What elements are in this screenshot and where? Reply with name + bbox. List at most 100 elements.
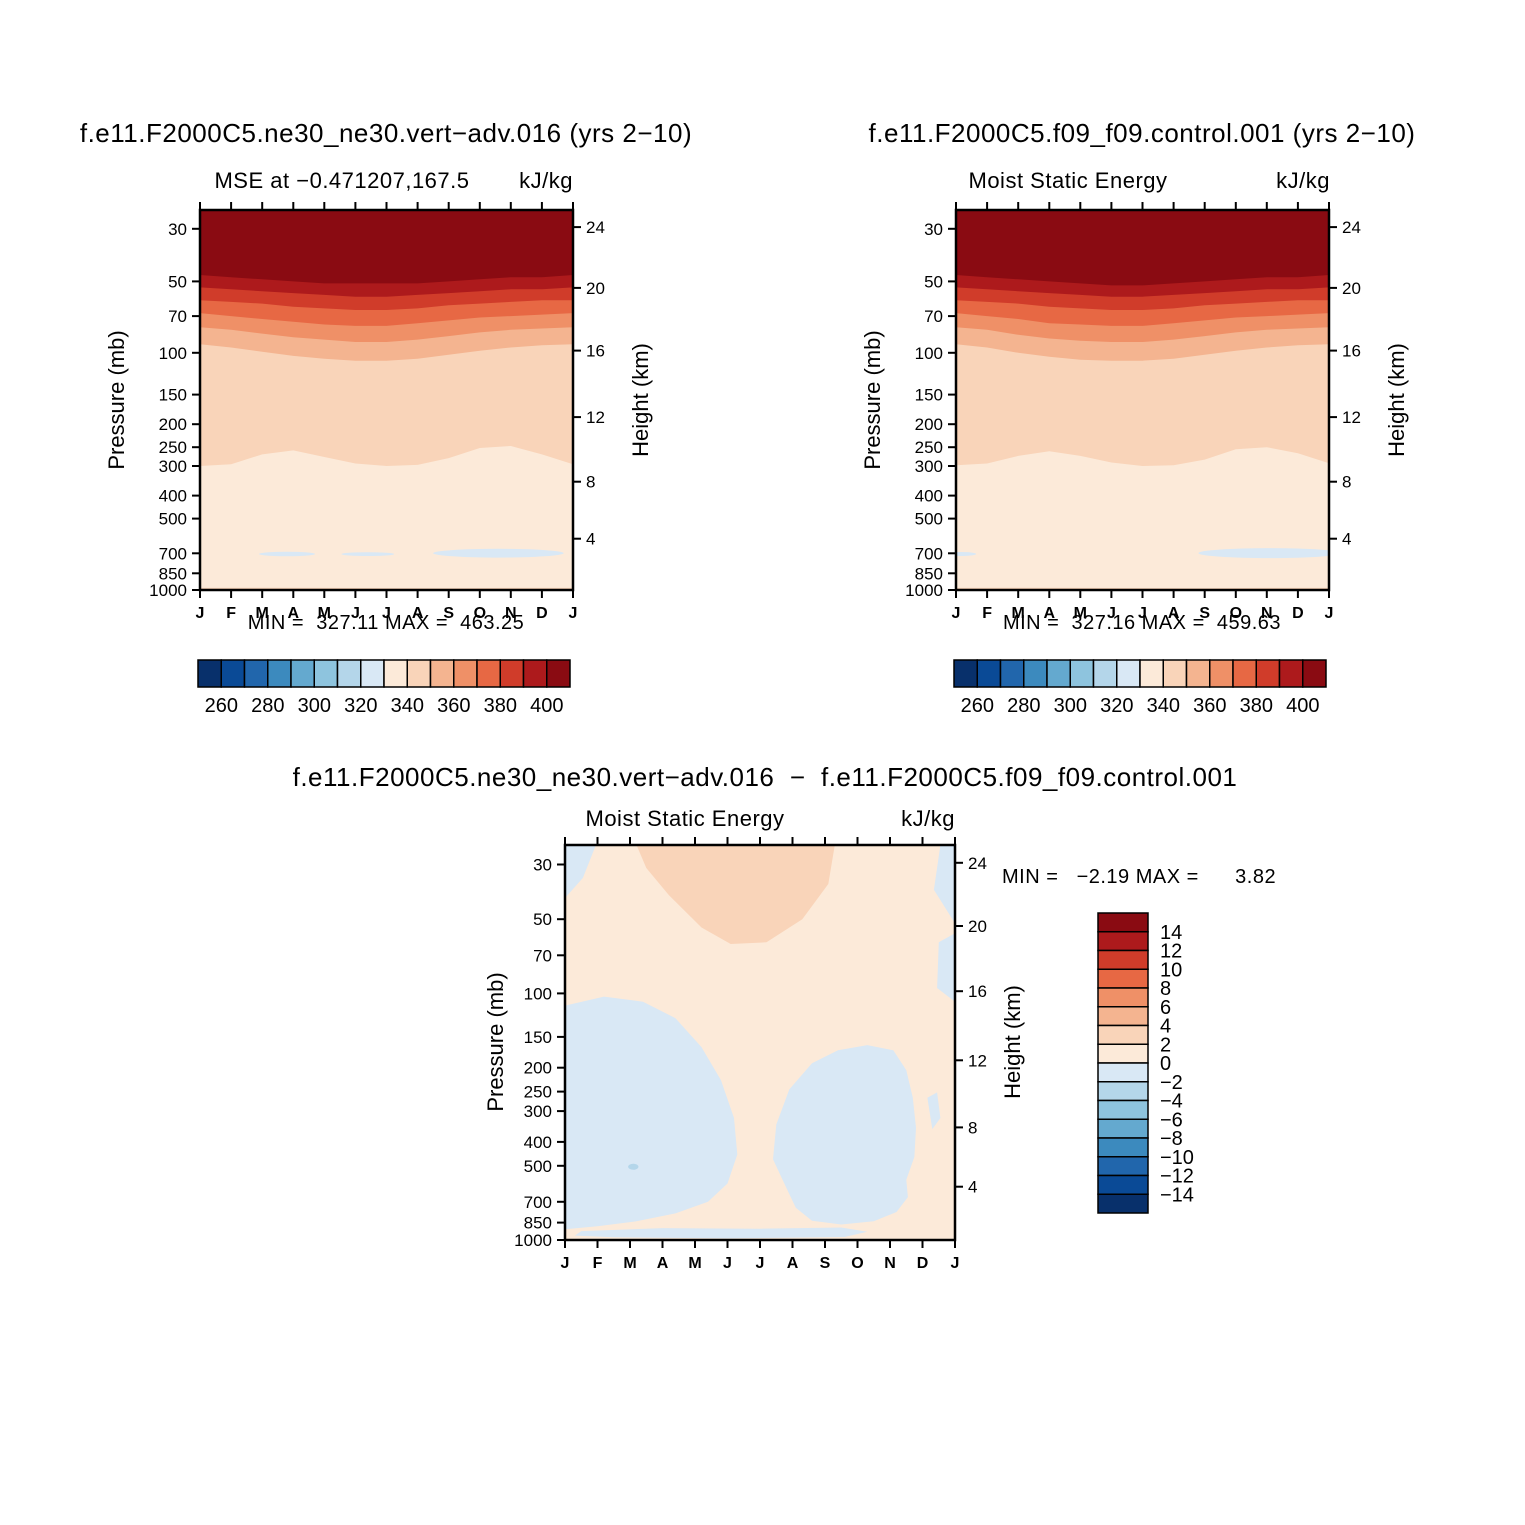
month-label: D (536, 605, 548, 622)
colorbar-cell (1097, 1043, 1149, 1064)
month-label: J (723, 1255, 732, 1272)
month-label: M (688, 1255, 701, 1272)
pressure-tick-label: 300 (524, 1102, 552, 1121)
month-label: N (505, 605, 517, 622)
pressure-tick-label: 30 (924, 220, 943, 239)
colorbar-cell (360, 659, 385, 688)
pressure-tick-label: 400 (524, 1133, 552, 1152)
height-tick-label: 20 (1342, 279, 1361, 298)
colorbar-cell (1046, 659, 1071, 688)
colorbar-tick-label: 360 (1193, 695, 1226, 717)
colorbar-cell (313, 659, 339, 688)
month-label: D (1292, 605, 1304, 622)
panel1-colorbar: 260 280 300 320 340 360 380 400 (197, 659, 571, 717)
colorbar-tick-label: 380 (484, 695, 517, 717)
colorbar-tick-label: 8 (1160, 978, 1171, 1000)
contour-lens (1198, 548, 1329, 559)
panel1-contour-field (200, 210, 573, 590)
month-label: A (657, 1255, 669, 1272)
panel3-title: f.e11.F2000C5.ne30_ne30.vert−adv.016 − f… (292, 762, 1238, 792)
height-tick-label: 12 (586, 408, 605, 427)
pressure-tick-label: 200 (524, 1059, 552, 1078)
colorbar-tick-label: 260 (205, 695, 238, 717)
height-tick-label: 20 (968, 917, 987, 936)
colorbar-tick-label: 260 (961, 695, 994, 717)
contour-lens (628, 1163, 639, 1170)
pressure-tick-label: 100 (159, 344, 187, 363)
month-label: J (756, 1255, 765, 1272)
colorbar-tick-label: 12 (1160, 941, 1182, 963)
panel2-title: f.e11.F2000C5.f09_f09.control.001 (yrs 2… (868, 118, 1416, 148)
colorbar-cell (499, 659, 525, 688)
colorbar-cell (1278, 659, 1304, 688)
colorbar-cell (290, 659, 315, 688)
month-label: O (474, 605, 486, 622)
panel3-subtitle: Moist Static Energy (585, 806, 785, 831)
month-label: J (196, 605, 205, 622)
month-label: F (226, 605, 236, 622)
contour-lens (259, 551, 315, 557)
pressure-tick-label: 500 (524, 1157, 552, 1176)
month-label: N (884, 1255, 896, 1272)
colorbar-cell (1097, 1062, 1149, 1083)
colorbar-tick-label: 280 (1007, 695, 1040, 717)
colorbar-cell (1097, 949, 1149, 970)
month-label: M (318, 605, 331, 622)
pressure-tick-label: 50 (533, 910, 552, 929)
colorbar-cell (1097, 1156, 1149, 1177)
colorbar-cell (1255, 659, 1281, 688)
colorbar-cell (1162, 659, 1188, 688)
colorbar-tick-label: 4 (1160, 1016, 1171, 1038)
month-label: F (982, 605, 992, 622)
colorbar-cell (976, 659, 1002, 688)
pressure-tick-label: 400 (915, 487, 943, 506)
month-label: J (1107, 605, 1116, 622)
pressure-tick-label: 400 (159, 487, 187, 506)
height-tick-label: 24 (1342, 218, 1361, 237)
colorbar-tick-label: 340 (1147, 695, 1180, 717)
panel3-units-label: kJ/kg (901, 806, 955, 831)
colorbar-cell (999, 659, 1025, 688)
height-tick-label: 12 (968, 1051, 987, 1070)
pressure-tick-label: 500 (915, 510, 943, 529)
contour-band (956, 210, 1329, 286)
pressure-tick-label: 1000 (514, 1231, 552, 1250)
colorbar-cell (1097, 1193, 1149, 1214)
month-label: N (1261, 605, 1273, 622)
colorbar-tick-label: −4 (1160, 1091, 1183, 1113)
colorbar-cell (1097, 1137, 1149, 1158)
colorbar-cell (383, 659, 408, 688)
contour-region (565, 845, 596, 898)
colorbar-tick-label: 280 (251, 695, 284, 717)
month-label: O (851, 1255, 863, 1272)
pressure-tick-label: 1000 (149, 581, 187, 600)
colorbar-tick-label: 320 (1100, 695, 1133, 717)
month-label: J (561, 1255, 570, 1272)
panel2-colorbar-cells: 260 280 300 320 340 360 380 400 (953, 659, 1327, 717)
colorbar-cell (1209, 659, 1234, 688)
pressure-tick-label: 700 (159, 544, 187, 563)
colorbar-cell (546, 659, 571, 688)
height-tick-label: 16 (586, 342, 605, 361)
contour-region (565, 996, 738, 1230)
colorbar-tick-label: −14 (1160, 1184, 1194, 1206)
pressure-tick-label: 30 (168, 220, 187, 239)
colorbar-tick-label: 300 (298, 695, 331, 717)
colorbar-cell (1139, 659, 1164, 688)
height-tick-label: 4 (586, 530, 595, 549)
panel2-frame (954, 208, 1331, 592)
colorbar-tick-label: 6 (1160, 997, 1171, 1019)
height-tick-label: 16 (968, 982, 987, 1001)
pressure-tick-label: 150 (159, 386, 187, 405)
contour-region (773, 1045, 916, 1225)
month-label: M (1074, 605, 1087, 622)
colorbar-cell (1069, 659, 1095, 688)
pressure-tick-label: 70 (533, 946, 552, 965)
pressure-tick-label: 700 (524, 1193, 552, 1212)
colorbar-cell (522, 659, 548, 688)
